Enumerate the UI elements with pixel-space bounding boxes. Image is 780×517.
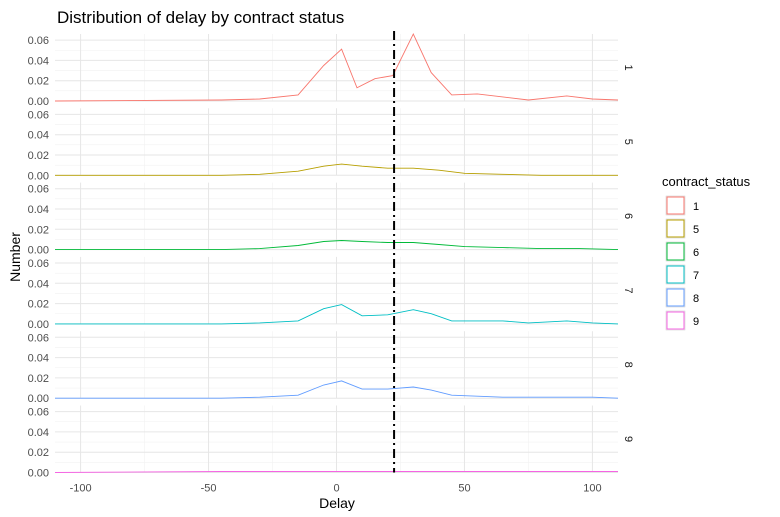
facet-strip-label: 8	[622, 362, 634, 368]
legend-label: 5	[693, 224, 699, 236]
x-axis-label: Delay	[319, 495, 355, 511]
y-tick-label: 0.00	[28, 468, 49, 480]
y-tick-label: 0.04	[28, 427, 49, 439]
y-tick-label: 0.02	[28, 447, 49, 459]
x-tick-label: -100	[70, 483, 92, 495]
y-tick-label: 0.00	[28, 393, 49, 405]
y-tick-label: 0.02	[28, 373, 49, 385]
y-tick-label: 0.00	[28, 96, 49, 108]
y-tick-label: 0.02	[28, 150, 49, 162]
series-line-7	[55, 304, 619, 325]
legend-key	[665, 218, 686, 239]
y-axis-label: Number	[7, 232, 23, 282]
facet-panel-8: 0.00 0.02 0.04 0.06 8	[28, 331, 634, 405]
facet-strip-label: 7	[622, 287, 634, 293]
legend: contract_status 1 5 6 7 8 9	[662, 174, 751, 331]
legend-key-swatch	[666, 288, 685, 307]
legend-item-6: 6	[665, 241, 699, 262]
facet-strip-label: 1	[622, 64, 634, 70]
y-tick-label: 0.02	[28, 299, 49, 311]
legend-key	[665, 195, 686, 216]
y-tick-label: 0.04	[28, 130, 49, 142]
legend-key-swatch	[666, 196, 685, 215]
y-tick-label: 0.00	[28, 245, 49, 257]
y-tick-label: 0.06	[28, 184, 49, 196]
x-tick-label: 100	[583, 483, 601, 495]
legend-item-9: 9	[665, 310, 699, 331]
facet-panel-9: 0.00 0.02 0.04 0.06 9	[28, 405, 634, 480]
chart-title: Distribution of delay by contract status	[57, 8, 344, 27]
y-tick-label: 0.04	[28, 55, 49, 67]
y-tick-label: 0.04	[28, 204, 49, 216]
facet-panels: 0.000.020.040.0610.000.020.040.0650.000.…	[28, 32, 634, 480]
series-line-8	[55, 380, 619, 399]
series-line-9	[54, 471, 618, 473]
y-tick-label: 0.06	[28, 407, 49, 419]
legend-label: 1	[693, 201, 699, 213]
y-tick-label: 0.00	[28, 170, 49, 182]
y-tick-label: 0.00	[28, 319, 49, 331]
legend-label: 6	[693, 247, 699, 259]
x-tick-label: 0	[333, 483, 339, 495]
x-tick-label: 50	[458, 483, 470, 495]
legend-item-8: 8	[665, 287, 699, 308]
legend-key-swatch	[666, 311, 685, 330]
legend-label: 9	[693, 316, 699, 328]
legend-label: 8	[693, 293, 699, 305]
x-axis-ticks: -100 -50 0 50 100	[70, 483, 602, 495]
legend-key	[665, 264, 686, 285]
facet-panel-7: 0.00 0.02 0.04 0.06 7	[28, 256, 634, 331]
series-line-6	[55, 240, 619, 251]
legend-key-swatch	[666, 242, 685, 261]
facet-strip-label: 6	[622, 213, 634, 219]
legend-key	[665, 287, 686, 308]
series-line-1	[54, 32, 619, 102]
series-line-5	[55, 163, 618, 176]
legend-item-7: 7	[665, 264, 699, 285]
legend-item-5: 5	[665, 218, 699, 239]
facet-panel-5: 0.00 0.02 0.04 0.06 5	[28, 108, 634, 182]
legend-label: 7	[693, 270, 699, 282]
facet-strip-label: 9	[622, 436, 634, 442]
facet-panel-6: 0.00 0.02 0.04 0.06 6	[28, 182, 634, 257]
y-tick-label: 0.02	[28, 76, 49, 88]
legend-key	[665, 310, 686, 331]
y-tick-label: 0.06	[28, 109, 49, 121]
y-tick-label: 0.06	[28, 35, 49, 47]
y-tick-label: 0.02	[28, 224, 49, 236]
legend-key-swatch	[666, 219, 685, 238]
legend-item-1: 1	[665, 195, 699, 216]
x-tick-label: -50	[201, 483, 217, 495]
y-tick-label: 0.06	[28, 332, 49, 344]
y-tick-label: 0.04	[28, 278, 49, 290]
facet-strip-label: 5	[622, 139, 634, 145]
legend-key-swatch	[666, 265, 685, 284]
legend-key	[665, 241, 686, 262]
legend-title: contract_status	[662, 174, 751, 189]
facet-panel-1: 0.00 0.02 0.04 0.06 1	[28, 32, 634, 108]
y-tick-label: 0.06	[28, 258, 49, 270]
y-tick-label: 0.04	[28, 353, 49, 365]
